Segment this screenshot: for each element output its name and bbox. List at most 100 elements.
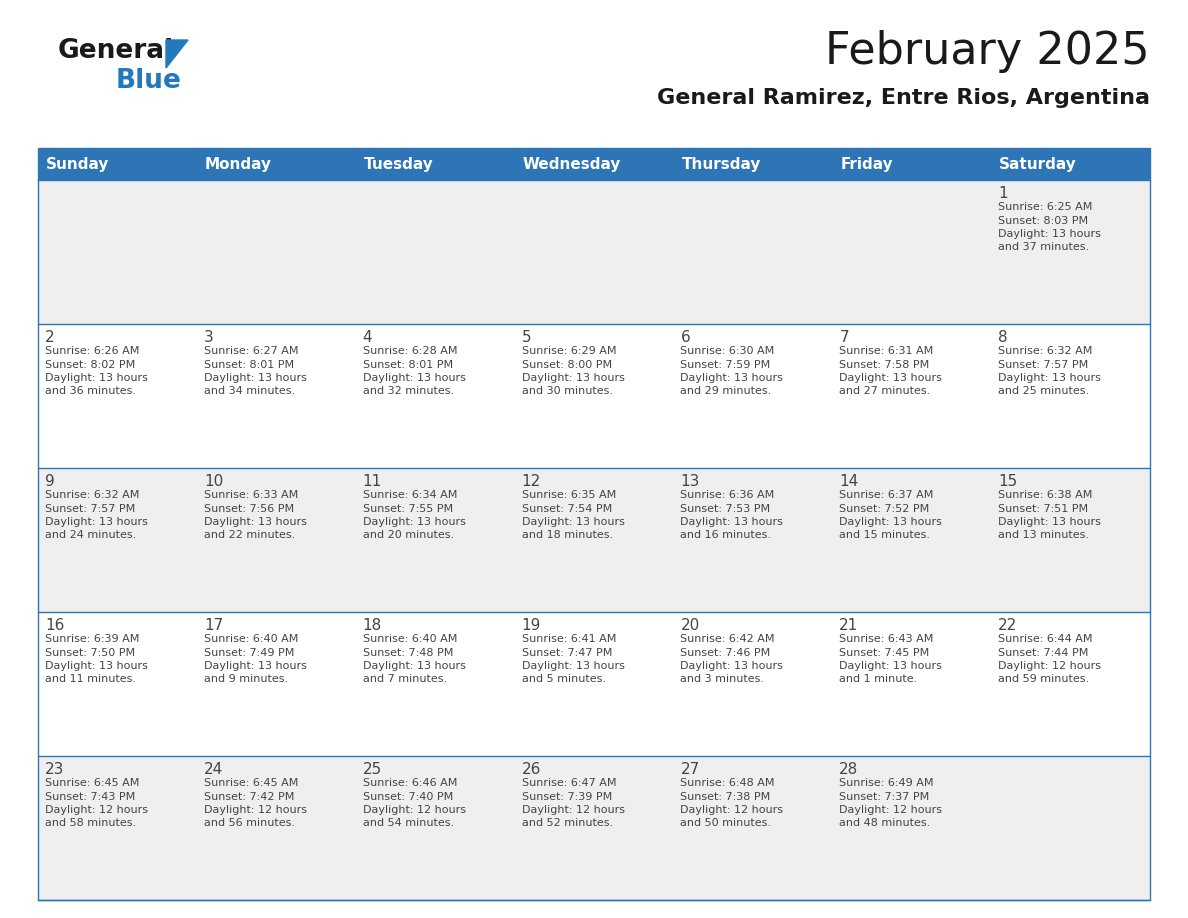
Text: Sunset: 7:40 PM: Sunset: 7:40 PM xyxy=(362,791,453,801)
Text: Daylight: 12 hours: Daylight: 12 hours xyxy=(362,805,466,815)
Text: February 2025: February 2025 xyxy=(826,30,1150,73)
Text: Daylight: 12 hours: Daylight: 12 hours xyxy=(204,805,307,815)
Text: 16: 16 xyxy=(45,618,64,633)
Text: Daylight: 13 hours: Daylight: 13 hours xyxy=(681,661,783,671)
Text: and 16 minutes.: and 16 minutes. xyxy=(681,531,771,541)
Text: Sunrise: 6:39 AM: Sunrise: 6:39 AM xyxy=(45,634,139,644)
Text: and 24 minutes.: and 24 minutes. xyxy=(45,531,137,541)
Text: Sunset: 7:59 PM: Sunset: 7:59 PM xyxy=(681,360,771,370)
Text: Sunrise: 6:37 AM: Sunrise: 6:37 AM xyxy=(839,490,934,500)
Text: Sunset: 8:01 PM: Sunset: 8:01 PM xyxy=(362,360,453,370)
Text: Sunset: 7:46 PM: Sunset: 7:46 PM xyxy=(681,647,771,657)
Text: Thursday: Thursday xyxy=(682,156,760,172)
Text: 4: 4 xyxy=(362,330,372,345)
Text: 20: 20 xyxy=(681,618,700,633)
Text: 27: 27 xyxy=(681,762,700,777)
Text: Daylight: 12 hours: Daylight: 12 hours xyxy=(998,661,1101,671)
Bar xyxy=(355,148,514,180)
Text: Sunrise: 6:25 AM: Sunrise: 6:25 AM xyxy=(998,202,1093,212)
Text: 2: 2 xyxy=(45,330,55,345)
Text: Sunset: 7:43 PM: Sunset: 7:43 PM xyxy=(45,791,135,801)
Text: 9: 9 xyxy=(45,474,55,489)
Text: and 27 minutes.: and 27 minutes. xyxy=(839,386,930,397)
Text: Daylight: 13 hours: Daylight: 13 hours xyxy=(839,661,942,671)
Text: 11: 11 xyxy=(362,474,383,489)
Text: Sunset: 7:53 PM: Sunset: 7:53 PM xyxy=(681,503,771,513)
Text: Sunset: 7:57 PM: Sunset: 7:57 PM xyxy=(45,503,135,513)
Text: Friday: Friday xyxy=(840,156,893,172)
Text: Sunset: 8:03 PM: Sunset: 8:03 PM xyxy=(998,216,1088,226)
Bar xyxy=(674,148,833,180)
Text: 13: 13 xyxy=(681,474,700,489)
Text: and 58 minutes.: and 58 minutes. xyxy=(45,819,137,829)
Text: and 9 minutes.: and 9 minutes. xyxy=(204,675,287,685)
Text: Daylight: 13 hours: Daylight: 13 hours xyxy=(362,517,466,527)
Text: Sunrise: 6:30 AM: Sunrise: 6:30 AM xyxy=(681,346,775,356)
Text: 28: 28 xyxy=(839,762,859,777)
Text: Sunrise: 6:41 AM: Sunrise: 6:41 AM xyxy=(522,634,615,644)
Text: Daylight: 12 hours: Daylight: 12 hours xyxy=(45,805,148,815)
Text: and 50 minutes.: and 50 minutes. xyxy=(681,819,771,829)
Text: Sunset: 8:00 PM: Sunset: 8:00 PM xyxy=(522,360,612,370)
Text: and 13 minutes.: and 13 minutes. xyxy=(998,531,1089,541)
Text: Sunset: 7:51 PM: Sunset: 7:51 PM xyxy=(998,503,1088,513)
Text: Sunrise: 6:49 AM: Sunrise: 6:49 AM xyxy=(839,778,934,788)
Text: Sunrise: 6:40 AM: Sunrise: 6:40 AM xyxy=(362,634,457,644)
Text: Sunset: 7:56 PM: Sunset: 7:56 PM xyxy=(204,503,293,513)
Polygon shape xyxy=(166,40,188,68)
Text: 23: 23 xyxy=(45,762,64,777)
Text: Daylight: 13 hours: Daylight: 13 hours xyxy=(998,229,1101,239)
Text: 18: 18 xyxy=(362,618,383,633)
Text: Sunrise: 6:38 AM: Sunrise: 6:38 AM xyxy=(998,490,1093,500)
Text: Sunset: 7:38 PM: Sunset: 7:38 PM xyxy=(681,791,771,801)
Text: and 32 minutes.: and 32 minutes. xyxy=(362,386,454,397)
Text: Sunset: 7:55 PM: Sunset: 7:55 PM xyxy=(362,503,453,513)
Bar xyxy=(514,148,674,180)
Text: 1: 1 xyxy=(998,186,1007,201)
Text: Sunset: 7:52 PM: Sunset: 7:52 PM xyxy=(839,503,929,513)
Text: Sunset: 7:57 PM: Sunset: 7:57 PM xyxy=(998,360,1088,370)
Text: Daylight: 13 hours: Daylight: 13 hours xyxy=(839,517,942,527)
Text: Sunrise: 6:42 AM: Sunrise: 6:42 AM xyxy=(681,634,775,644)
Text: Daylight: 13 hours: Daylight: 13 hours xyxy=(45,517,147,527)
Text: Sunset: 7:44 PM: Sunset: 7:44 PM xyxy=(998,647,1088,657)
Text: Daylight: 13 hours: Daylight: 13 hours xyxy=(204,517,307,527)
Text: Daylight: 13 hours: Daylight: 13 hours xyxy=(681,517,783,527)
Text: Sunrise: 6:33 AM: Sunrise: 6:33 AM xyxy=(204,490,298,500)
Text: Tuesday: Tuesday xyxy=(364,156,434,172)
Text: 15: 15 xyxy=(998,474,1017,489)
Text: Sunrise: 6:32 AM: Sunrise: 6:32 AM xyxy=(45,490,139,500)
Text: Daylight: 13 hours: Daylight: 13 hours xyxy=(839,373,942,383)
Text: 8: 8 xyxy=(998,330,1007,345)
Text: Sunrise: 6:47 AM: Sunrise: 6:47 AM xyxy=(522,778,617,788)
Text: Daylight: 13 hours: Daylight: 13 hours xyxy=(204,661,307,671)
Text: Saturday: Saturday xyxy=(999,156,1076,172)
Text: and 15 minutes.: and 15 minutes. xyxy=(839,531,930,541)
Text: 14: 14 xyxy=(839,474,859,489)
Text: Sunset: 7:48 PM: Sunset: 7:48 PM xyxy=(362,647,453,657)
Text: Daylight: 13 hours: Daylight: 13 hours xyxy=(522,661,625,671)
Text: and 5 minutes.: and 5 minutes. xyxy=(522,675,606,685)
Text: Daylight: 13 hours: Daylight: 13 hours xyxy=(681,373,783,383)
Text: and 3 minutes.: and 3 minutes. xyxy=(681,675,764,685)
Text: 3: 3 xyxy=(204,330,214,345)
Bar xyxy=(38,756,1150,900)
Text: and 18 minutes.: and 18 minutes. xyxy=(522,531,613,541)
Text: and 7 minutes.: and 7 minutes. xyxy=(362,675,447,685)
Text: and 29 minutes.: and 29 minutes. xyxy=(681,386,772,397)
Bar xyxy=(38,324,1150,468)
Text: Sunset: 8:01 PM: Sunset: 8:01 PM xyxy=(204,360,293,370)
Text: and 30 minutes.: and 30 minutes. xyxy=(522,386,613,397)
Text: Sunrise: 6:36 AM: Sunrise: 6:36 AM xyxy=(681,490,775,500)
Text: and 22 minutes.: and 22 minutes. xyxy=(204,531,295,541)
Text: Sunrise: 6:40 AM: Sunrise: 6:40 AM xyxy=(204,634,298,644)
Text: Daylight: 12 hours: Daylight: 12 hours xyxy=(681,805,783,815)
Text: 10: 10 xyxy=(204,474,223,489)
Text: 21: 21 xyxy=(839,618,859,633)
Text: Daylight: 13 hours: Daylight: 13 hours xyxy=(362,661,466,671)
Text: Sunrise: 6:46 AM: Sunrise: 6:46 AM xyxy=(362,778,457,788)
Text: Daylight: 13 hours: Daylight: 13 hours xyxy=(45,373,147,383)
Text: 19: 19 xyxy=(522,618,541,633)
Text: and 25 minutes.: and 25 minutes. xyxy=(998,386,1089,397)
Text: Sunset: 7:45 PM: Sunset: 7:45 PM xyxy=(839,647,929,657)
